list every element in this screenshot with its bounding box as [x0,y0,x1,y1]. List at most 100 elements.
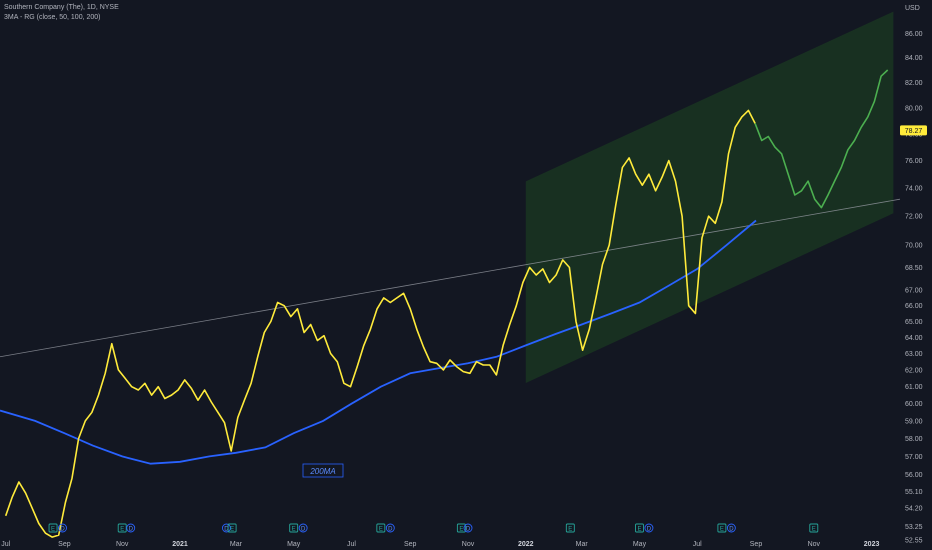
time-axis-tick: May [287,541,301,548]
indicator-title[interactable]: 3MA - RG (close, 50, 100, 200) [4,14,101,21]
svg-text:E: E [720,526,724,532]
price-axis-tick: 55.10 [905,489,923,496]
ma200-annotation[interactable]: 200MA [302,463,344,478]
current-price-label: 78.27 [905,128,923,135]
earnings-icon[interactable]: E [117,523,127,533]
price-axis-tick: 54.20 [905,506,923,513]
time-axis-tick: Nov [462,541,475,548]
time-axis-tick: Sep [750,541,763,548]
price-axis-tick: 80.00 [905,105,923,112]
price-axis-tick: 62.00 [905,367,923,374]
price-axis-tick: 84.00 [905,55,923,62]
trendline[interactable] [0,198,901,358]
time-axis-tick: 2022 [518,541,534,548]
earnings-icon[interactable]: E [48,523,58,533]
earnings-icon[interactable]: E [809,523,819,533]
time-axis-tick: Sep [58,541,71,548]
price-axis-tick: 86.00 [905,31,923,38]
svg-text:D: D [729,526,734,532]
ma200-annotation-box [302,463,344,478]
svg-text:E: E [51,526,55,532]
price-axis-tick: 67.00 [905,288,923,295]
svg-text:E: E [812,526,816,532]
price-axis-tick: 56.00 [905,472,923,479]
svg-text:D: D [466,526,471,532]
regression-channel-fill [525,11,894,384]
svg-text:E: E [292,526,296,532]
price-axis-tick: 52.55 [905,538,923,545]
dividend-icon[interactable]: D [463,523,473,533]
price-axis-tick: 66.00 [905,303,923,310]
trendline-segment [0,198,901,358]
earnings-icon[interactable]: E [456,523,466,533]
price-axis-tick: 61.00 [905,384,923,391]
regression-channel [525,11,894,384]
svg-text:E: E [459,526,463,532]
dividend-icon[interactable]: D [58,523,67,533]
svg-text:E: E [637,526,641,532]
dividend-icon[interactable]: D [726,523,736,533]
symbol-title[interactable]: Southern Company (The), 1D, NYSE [4,4,119,11]
time-axis[interactable]: Jul Sep Nov 2021 Mar May Jul Sep Nov 2022 Mar May Ju… [1,541,879,548]
ma200-annotation-text: 200MA [309,467,335,476]
price-axis-tick: 82.00 [905,80,923,87]
dividend-icon[interactable]: D [644,523,654,533]
ma200-line [0,219,757,465]
price-axis-tick: 63.00 [905,351,923,358]
svg-text:D: D [647,526,652,532]
price-line [4,109,756,538]
time-axis-tick: Jul [347,541,356,548]
price-axis-tick: 64.00 [905,335,923,342]
time-axis-tick: Sep [404,541,417,548]
time-axis-tick: Jul [1,541,10,548]
price-line-recent [754,69,889,209]
price-axis-tick: 72.00 [905,214,923,221]
price-axis-tick: 65.00 [905,319,923,326]
price-axis-tick: 74.00 [905,186,923,193]
earnings-icon[interactable]: E [565,523,575,533]
current-price-box [900,125,927,136]
time-axis-tick: Mar [576,541,589,548]
svg-text:D: D [60,526,65,532]
svg-text:D: D [224,526,229,532]
dividend-icon[interactable]: D [126,523,136,533]
svg-text:E: E [230,526,234,532]
time-axis-tick: 2021 [172,541,188,548]
svg-text:E: E [379,526,383,532]
price-axis-currency: USD [905,5,920,12]
dividend-icon[interactable]: D [385,523,395,533]
price-axis-tick: 53.25 [905,524,923,531]
price-axis-tick: 58.00 [905,436,923,443]
current-price-marker: 78.27 [900,125,927,136]
dividend-icon[interactable]: D [221,523,231,533]
price-axis-tick: 76.00 [905,158,923,165]
earnings-icon[interactable]: E [376,523,386,533]
earnings-icon[interactable]: E [227,523,237,533]
time-axis-tick: Jul [693,541,702,548]
price-axis-tick: 68.50 [905,265,923,272]
svg-text:D: D [129,526,134,532]
time-axis-tick: Nov [116,541,129,548]
ma200-series [0,219,757,465]
svg-text:E: E [568,526,572,532]
time-axis-tick: Mar [230,541,243,548]
price-axis[interactable]: USD86.0084.0082.0080.0078.0076.0074.0072… [905,5,923,545]
svg-text:D: D [388,526,393,532]
time-axis-tick: 2023 [864,541,880,548]
price-axis-tick: 57.00 [905,454,923,461]
price-axis-tick: 59.00 [905,418,923,425]
dividend-icon[interactable]: D [298,523,308,533]
earnings-icon[interactable]: E [717,523,727,533]
time-axis-tick: Nov [808,541,821,548]
price-axis-tick: 70.00 [905,243,923,250]
price-series [4,69,889,538]
svg-text:E: E [120,526,124,532]
earnings-icon[interactable]: E [289,523,299,533]
svg-text:D: D [301,526,306,532]
earnings-icon[interactable]: E [635,523,644,533]
time-axis-tick: May [633,541,647,548]
price-axis-tick: 60.00 [905,401,923,408]
